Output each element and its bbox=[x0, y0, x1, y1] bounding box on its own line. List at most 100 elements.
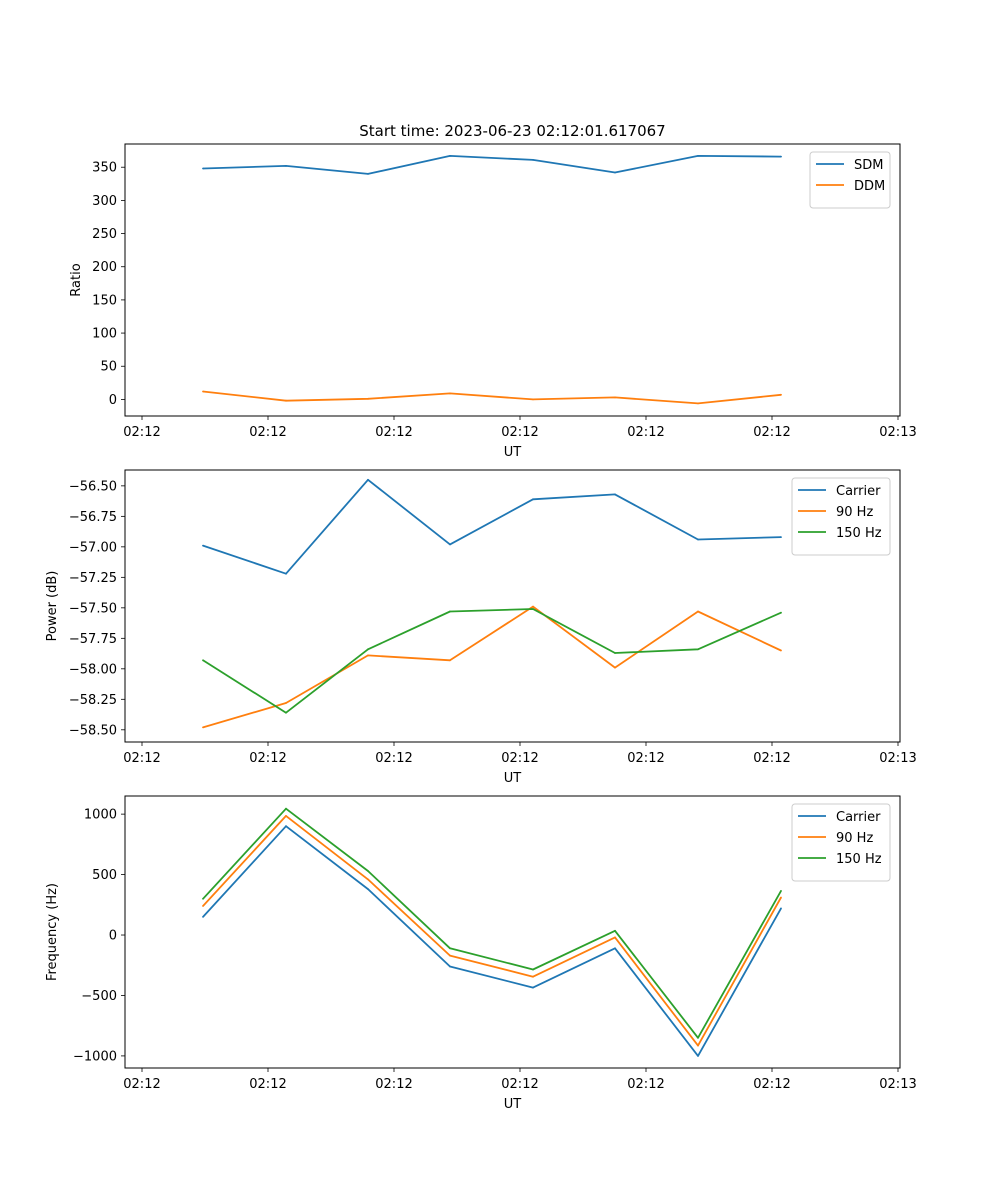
x-tick-label: 02:12 bbox=[249, 425, 286, 440]
legend-label: Carrier bbox=[836, 810, 881, 825]
legend-label: 90 Hz bbox=[836, 505, 873, 520]
data-point bbox=[614, 396, 616, 399]
data-point bbox=[367, 654, 369, 657]
x-tick-label: 02:12 bbox=[753, 1077, 790, 1092]
data-point bbox=[285, 807, 287, 810]
y-tick-label: −58.50 bbox=[69, 723, 117, 738]
data-point bbox=[532, 498, 534, 501]
data-point bbox=[532, 975, 534, 978]
data-point bbox=[697, 648, 699, 651]
data-point bbox=[614, 171, 616, 174]
data-point bbox=[202, 916, 204, 918]
series-line-90-hz bbox=[202, 605, 782, 729]
y-tick-label: 200 bbox=[92, 260, 117, 275]
x-tick-label: 02:12 bbox=[627, 751, 664, 766]
series-line-carrier bbox=[202, 478, 782, 575]
y-tick-label: 500 bbox=[92, 868, 117, 883]
data-point bbox=[285, 702, 287, 704]
legend-box bbox=[791, 803, 891, 882]
y-tick-label: 1000 bbox=[84, 808, 117, 823]
data-point bbox=[367, 397, 369, 400]
x-tick-label: 02:12 bbox=[753, 751, 790, 766]
y-tick-label: 150 bbox=[92, 293, 117, 308]
y-tick-label: −57.25 bbox=[69, 571, 117, 586]
x-tick-label: 02:12 bbox=[501, 425, 538, 440]
legend-label: 90 Hz bbox=[836, 831, 873, 846]
plot-area-frame bbox=[124, 143, 901, 417]
x-axis-label: UT bbox=[504, 445, 522, 460]
y-tick-label: 50 bbox=[100, 360, 117, 375]
data-point bbox=[697, 155, 699, 157]
data-point bbox=[367, 878, 369, 881]
data-point bbox=[532, 968, 534, 971]
x-tick-label: 02:12 bbox=[501, 751, 538, 766]
y-tick-label: 0 bbox=[109, 929, 117, 944]
x-tick-label: 02:12 bbox=[375, 425, 412, 440]
x-axis-label: UT bbox=[504, 771, 522, 786]
x-tick-label: 02:13 bbox=[879, 425, 916, 440]
x-tick-label: 02:12 bbox=[753, 425, 790, 440]
x-tick-label: 02:12 bbox=[123, 1077, 160, 1092]
y-tick-label: −58.00 bbox=[69, 662, 117, 677]
data-point bbox=[449, 954, 451, 957]
data-point bbox=[532, 986, 534, 989]
legend-label: DDM bbox=[854, 179, 885, 194]
legend-box bbox=[809, 151, 891, 209]
series-line-ddm bbox=[202, 390, 782, 405]
series-line-90-hz bbox=[202, 815, 782, 1047]
data-point bbox=[780, 155, 782, 158]
y-tick-label: −57.75 bbox=[69, 632, 117, 647]
data-point bbox=[697, 1036, 699, 1039]
data-point bbox=[202, 726, 204, 729]
data-point bbox=[780, 907, 782, 910]
x-tick-label: 02:12 bbox=[501, 1077, 538, 1092]
y-tick-label: 0 bbox=[109, 393, 117, 408]
data-point bbox=[285, 825, 287, 828]
x-tick-label: 02:13 bbox=[879, 751, 916, 766]
y-tick-label: −500 bbox=[81, 989, 117, 1004]
x-tick-label: 02:12 bbox=[123, 425, 160, 440]
legend-label: Carrier bbox=[836, 484, 881, 499]
data-point bbox=[449, 392, 451, 395]
x-tick-label: 02:12 bbox=[375, 1077, 412, 1092]
data-point bbox=[449, 610, 451, 613]
data-point bbox=[285, 711, 287, 714]
data-point bbox=[202, 659, 204, 662]
data-point bbox=[202, 544, 204, 547]
y-axis-label: Ratio bbox=[69, 263, 84, 296]
legend-label: SDM bbox=[854, 158, 883, 173]
x-tick-label: 02:12 bbox=[249, 1077, 286, 1092]
data-point bbox=[780, 896, 782, 899]
data-point bbox=[449, 155, 451, 157]
x-axis-label: UT bbox=[504, 1097, 522, 1112]
data-point bbox=[367, 478, 369, 481]
y-tick-label: 300 bbox=[92, 194, 117, 209]
data-point bbox=[780, 649, 782, 652]
data-point bbox=[614, 947, 616, 950]
chart-panel-1: 02:12 02:12 02:12 02:12 02:12 02:12 02:13 0 50 10… bbox=[69, 143, 917, 460]
data-point bbox=[202, 390, 204, 393]
y-tick-label: −57.00 bbox=[69, 540, 117, 555]
data-point bbox=[202, 167, 204, 170]
data-point bbox=[780, 611, 782, 614]
data-point bbox=[285, 815, 287, 817]
data-point bbox=[367, 648, 369, 651]
data-point bbox=[367, 173, 369, 175]
y-axis-label: Power (dB) bbox=[45, 571, 60, 642]
data-point bbox=[449, 965, 451, 968]
y-tick-label: −58.25 bbox=[69, 693, 117, 708]
legend: SDM DDM bbox=[809, 151, 891, 209]
plot-area-frame bbox=[124, 795, 901, 1069]
data-point bbox=[780, 536, 782, 538]
data-point bbox=[614, 666, 616, 669]
data-point bbox=[697, 538, 699, 541]
data-point bbox=[367, 870, 369, 872]
x-tick-label: 02:13 bbox=[879, 1077, 916, 1092]
data-point bbox=[202, 905, 204, 907]
legend-label: 150 Hz bbox=[836, 852, 882, 867]
chart-panel-3: 02:12 02:12 02:12 02:12 02:12 02:12 02:13 −1000… bbox=[45, 795, 917, 1112]
data-point bbox=[367, 888, 369, 890]
y-tick-label: −56.75 bbox=[69, 510, 117, 525]
legend-label: 150 Hz bbox=[836, 526, 882, 541]
series-line-150-hz bbox=[202, 608, 782, 714]
